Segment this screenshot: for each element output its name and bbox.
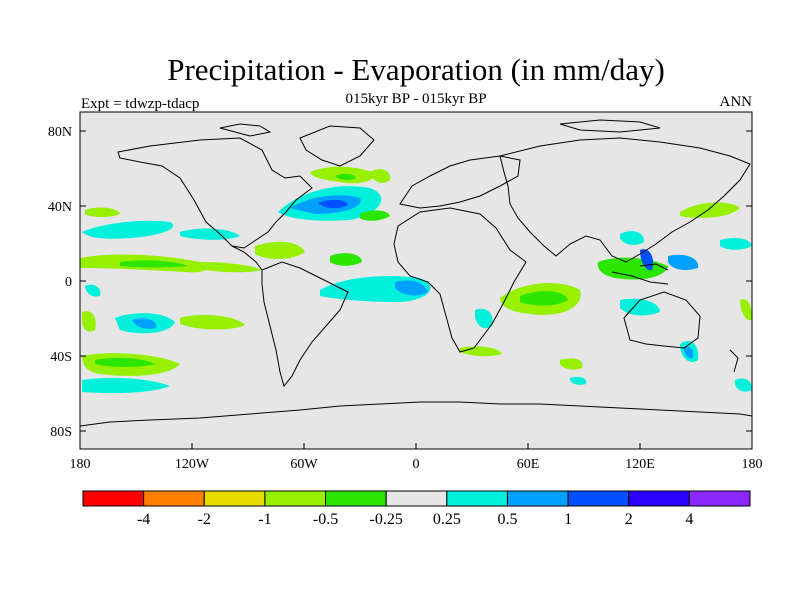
map-ticks (79, 130, 753, 449)
field-patch (370, 169, 391, 183)
field-patch (570, 376, 587, 385)
colorbar-swatch (143, 490, 205, 507)
anomaly-fields (80, 166, 752, 394)
lon-tick-label: 60E (517, 457, 540, 472)
colorbar-label: 2 (625, 511, 633, 528)
field-patch (180, 228, 240, 240)
africa-outline (393, 207, 527, 353)
colorbar-swatch (203, 490, 266, 507)
lon-tick-label: 180 (742, 457, 763, 472)
colorbar-label: 0.5 (497, 511, 517, 528)
coastlines (79, 119, 753, 427)
field-patch (200, 262, 262, 273)
latitude-labels: 80N 40N 0 40S 80S (48, 125, 72, 440)
asia-outline (499, 137, 751, 263)
australia-outline (623, 291, 701, 349)
colorbar-swatch (567, 490, 630, 507)
experiment-label: Expt = tdwzp-tdacp (81, 96, 199, 112)
colorbar-label: -0.25 (370, 511, 403, 528)
colorbar-label: 1 (564, 511, 572, 528)
field-patch (720, 238, 752, 250)
colorbar-label: -1 (258, 511, 271, 528)
map-panel: 80N 40N 0 40S 80S 180 120W 60W 0 60E 120… (48, 111, 763, 472)
europe-outline (399, 155, 521, 209)
chart-subtitle: 015kyr BP - 015kyr BP (345, 91, 486, 107)
lon-tick-label: 180 (70, 457, 91, 472)
field-patch (85, 207, 120, 217)
colorbar-swatch (446, 490, 508, 507)
antarctica-outline (79, 401, 753, 427)
lon-tick-label: 60W (290, 457, 318, 472)
colorbar-label: -0.5 (313, 511, 338, 528)
lon-tick-label: 120W (175, 457, 210, 472)
field-patch (318, 199, 348, 209)
lat-tick-label: 80S (50, 425, 72, 440)
colorbar-swatch (82, 490, 145, 507)
field-patch (82, 378, 170, 394)
colorbar: -4 -2 -1 -0.5 -0.25 0.25 0.5 1 2 4 (82, 490, 751, 528)
field-patch (335, 173, 356, 181)
field-patch (82, 220, 174, 239)
field-patch (85, 284, 101, 297)
arctic-island-outline (559, 119, 661, 133)
greenland-outline (299, 125, 375, 167)
new-zealand-outline (729, 349, 739, 373)
colorbar-swatch (385, 490, 448, 507)
lon-tick-label: 0 (413, 457, 420, 472)
colorbar-label: -4 (137, 511, 150, 528)
field-patch (520, 291, 568, 306)
season-label: ANN (720, 94, 753, 110)
colorbar-swatch (506, 490, 569, 507)
field-patch (395, 280, 428, 296)
colorbar-swatch (325, 490, 387, 507)
field-patch (95, 357, 155, 367)
field-patch (560, 358, 583, 370)
field-patch (620, 231, 645, 245)
colorbar-swatch (688, 490, 751, 507)
lat-tick-label: 80N (48, 125, 72, 140)
indonesia-outline (639, 263, 669, 271)
chart-title: Precipitation - Evaporation (in mm/day) (167, 52, 665, 87)
field-patch (120, 260, 188, 268)
colorbar-swatch (628, 490, 690, 507)
colorbar-label: -2 (198, 511, 211, 528)
field-patch (735, 378, 752, 392)
field-patch (475, 308, 493, 329)
central-america-outline (231, 245, 263, 271)
field-patch (668, 254, 699, 270)
indonesia-outline (611, 271, 669, 285)
north-america-outline (117, 137, 313, 249)
lat-tick-label: 40N (48, 200, 72, 215)
field-patch (132, 318, 157, 329)
arctic-island-outline (219, 123, 272, 137)
field-patch (82, 311, 96, 332)
south-america-outline (261, 261, 349, 388)
colorbar-swatch (264, 490, 327, 507)
lat-tick-label: 0 (65, 275, 72, 290)
field-patch (680, 202, 740, 218)
field-patch (684, 346, 694, 359)
lon-tick-label: 120E (625, 457, 655, 472)
lat-tick-label: 40S (50, 350, 72, 365)
field-patch (180, 314, 245, 330)
field-patch (740, 299, 752, 321)
longitude-labels: 180 120W 60W 0 60E 120E 180 (70, 457, 763, 472)
colorbar-label: 4 (685, 511, 693, 528)
field-patch (360, 210, 390, 221)
field-patch (255, 241, 305, 259)
colorbar-label: 0.25 (433, 511, 461, 528)
field-patch (330, 253, 362, 266)
